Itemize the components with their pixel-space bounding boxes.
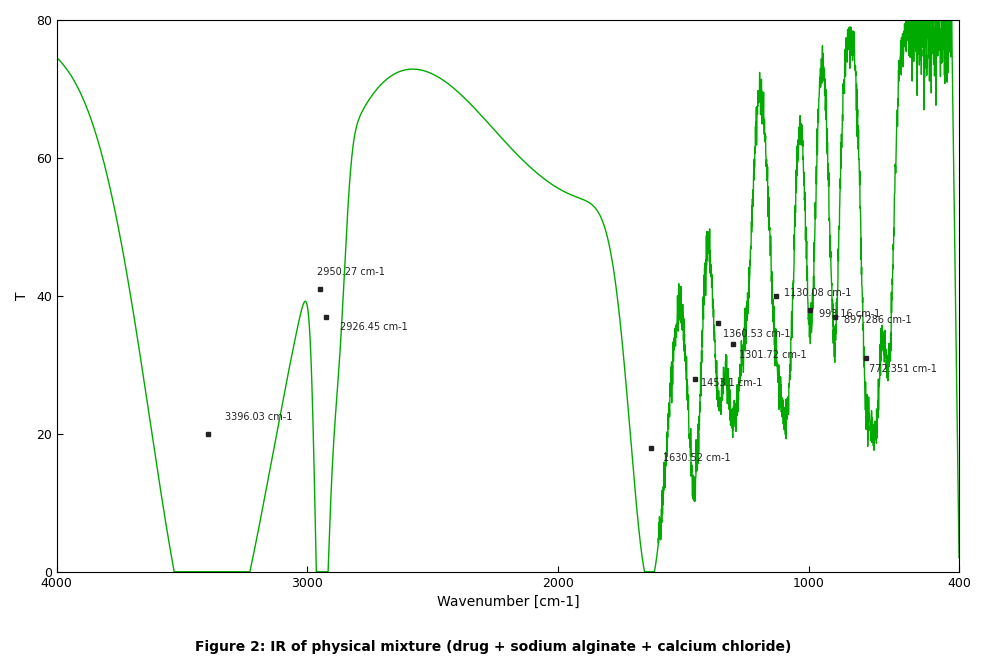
Text: 2926.45 cm-1: 2926.45 cm-1 [340, 322, 408, 333]
Text: 1301.72 cm-1: 1301.72 cm-1 [739, 350, 807, 360]
Text: 772.351 cm-1: 772.351 cm-1 [869, 364, 937, 374]
Text: 993.16 cm-1: 993.16 cm-1 [818, 309, 880, 319]
X-axis label: Wavenumber [cm-1]: Wavenumber [cm-1] [437, 595, 579, 609]
Text: 1453.1 cm-1: 1453.1 cm-1 [701, 378, 762, 388]
Text: 1130.08 cm-1: 1130.08 cm-1 [784, 288, 851, 298]
Text: 897.286 cm-1: 897.286 cm-1 [844, 315, 911, 325]
Text: Figure 2: IR of physical mixture (drug + sodium alginate + calcium chloride): Figure 2: IR of physical mixture (drug +… [195, 639, 791, 654]
Text: 1630.52 cm-1: 1630.52 cm-1 [664, 454, 731, 463]
Text: 1360.53 cm-1: 1360.53 cm-1 [724, 329, 791, 339]
Y-axis label: T: T [15, 291, 29, 300]
Text: 2950.27 cm-1: 2950.27 cm-1 [317, 267, 386, 277]
Text: 3396.03 cm-1: 3396.03 cm-1 [225, 412, 292, 422]
